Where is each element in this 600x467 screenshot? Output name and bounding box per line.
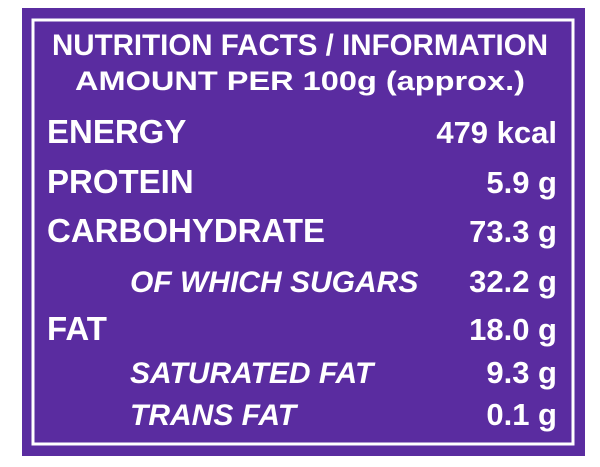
rows: ENERGY 479 kcal PROTEIN 5.9 g CARBOHYDRATE 73… <box>47 113 557 432</box>
title: NUTRITION FACTS / INFORMATION <box>52 29 548 62</box>
row-value: 5.9 g <box>486 165 557 200</box>
panel <box>22 8 585 456</box>
row-value: 73.3 g <box>469 214 557 249</box>
row-value: 18.0 g <box>469 312 557 347</box>
sub-label: OF WHICH SUGARS <box>130 266 418 299</box>
row-value: 9.3 g <box>486 355 557 390</box>
row-value: 479 kcal <box>436 115 557 150</box>
row-label: PROTEIN <box>47 163 194 200</box>
row-value: 32.2 g <box>469 264 557 299</box>
row-label: ENERGY <box>47 113 186 150</box>
sub-label: TRANS FAT <box>130 399 299 432</box>
row-label: CARBOHYDRATE <box>47 212 325 249</box>
row-label: FAT <box>47 310 107 347</box>
border <box>31 18 575 446</box>
row-value: 0.1 g <box>486 397 557 432</box>
subtitle: AMOUNT PER 100g (approx.) <box>75 66 525 96</box>
sub-label: SATURATED FAT <box>130 357 376 390</box>
